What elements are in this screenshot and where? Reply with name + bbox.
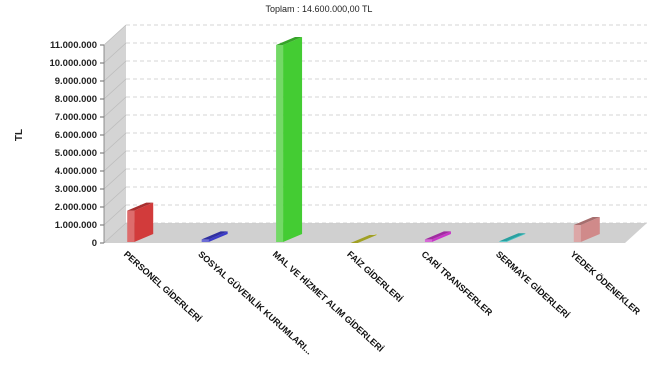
x-tick-label: PERSONEL GİDERLERİ	[122, 249, 204, 324]
gridline-side	[103, 204, 127, 226]
y-tick-label: 2.000.000	[55, 202, 97, 213]
chart-title: Toplam : 14.600.000,00 TL	[266, 4, 373, 14]
bar-side	[134, 202, 154, 242]
bar-top	[201, 231, 228, 240]
side-wall	[104, 25, 126, 243]
y-tick-label: 4.000.000	[55, 166, 97, 177]
bar-top	[127, 202, 154, 211]
bar-top	[350, 235, 377, 243]
plot-area: 0 1.000.000 2.000.000 3.000.000 4.000.000 5.0…	[49, 24, 647, 357]
x-tick-label: FAİZ GİDERLERİ	[345, 249, 404, 304]
y-tick-label: 5.000.000	[55, 148, 97, 159]
gridline-side	[103, 24, 127, 46]
y-tick-label: 8.000.000	[55, 94, 97, 105]
y-tick-label: 9.000.000	[55, 76, 97, 87]
bar-top	[424, 231, 451, 240]
bar-front	[499, 241, 507, 242]
gridline-side	[103, 168, 127, 190]
bar-side	[431, 231, 451, 242]
bar-top	[276, 37, 303, 45]
gridline-side	[103, 114, 127, 136]
gridline-side	[103, 222, 127, 244]
y-tick-label: 0	[92, 238, 97, 249]
floor	[104, 223, 647, 243]
x-tick-label: SERMAYE GİDERLERİ	[494, 249, 571, 320]
gridline-side	[103, 150, 127, 172]
y-tick-label: 7.000.000	[55, 112, 97, 123]
gridline-side	[103, 78, 127, 100]
bar-side	[580, 217, 600, 242]
bar-front	[424, 239, 432, 242]
y-tick-label: 1.000.000	[55, 220, 97, 231]
bar-front	[276, 45, 284, 242]
gridline-side	[103, 42, 127, 64]
bar-front	[573, 225, 581, 242]
bar-side	[506, 233, 526, 242]
gridline-side	[103, 132, 127, 154]
gridline-side	[103, 96, 127, 118]
bar-front	[127, 210, 135, 242]
bar-side	[283, 37, 303, 242]
bar-side	[208, 231, 228, 242]
y-tick-label: 11.000.000	[50, 40, 97, 51]
gridline-side	[103, 60, 127, 82]
y-tick-label: 10.000.000	[49, 58, 97, 69]
y-tick-label: 6.000.000	[55, 130, 97, 141]
gridline-side	[103, 186, 127, 208]
y-tick-label: 3.000.000	[55, 184, 97, 195]
x-tick-label: CARİ TRANSFERLER	[420, 249, 495, 318]
back-wall	[126, 25, 647, 223]
bar-top	[499, 233, 526, 242]
x-tick-label: YEDEK ÖDENEKLER	[568, 249, 642, 317]
y-axis-label: TL	[14, 129, 25, 141]
bar-top	[573, 217, 600, 225]
bar-front	[201, 239, 209, 242]
